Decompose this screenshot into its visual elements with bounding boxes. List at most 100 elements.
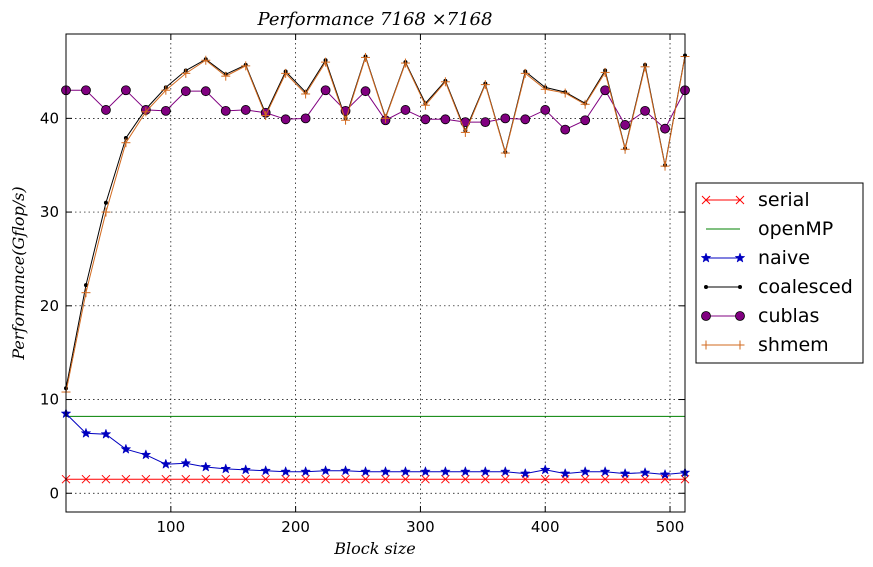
data-point-serial: [301, 474, 310, 484]
data-point-cublas: [400, 105, 411, 115]
data-point-naive: [380, 465, 391, 477]
data-point-cublas: [81, 85, 91, 96]
data-point-cublas: [180, 86, 191, 97]
data-point-shmem: [400, 58, 410, 68]
plot-frame: [65, 33, 686, 513]
data-point-cublas: [101, 105, 111, 115]
legend-swatch-marker: [735, 340, 745, 350]
data-point-shmem: [341, 115, 351, 125]
data-point-serial: [480, 474, 490, 484]
data-point-cublas: [520, 114, 531, 125]
data-point-shmem: [221, 71, 231, 81]
grid-lines: [66, 34, 685, 512]
data-point-shmem: [460, 127, 470, 137]
data-point-shmem: [660, 161, 670, 171]
data-point-naive: [280, 465, 292, 477]
data-point-serial: [101, 474, 111, 484]
data-point-cublas: [300, 113, 311, 124]
data-point-cublas: [580, 115, 591, 126]
legend-swatch-marker: [734, 252, 746, 263]
data-point-shmem: [81, 288, 91, 298]
data-point-naive: [260, 465, 272, 476]
y-axis-label: Performance(Gflop/s): [9, 186, 28, 360]
data-point-naive: [400, 465, 411, 477]
legend-swatch-marker: [701, 340, 711, 350]
data-point-shmem: [361, 52, 371, 62]
data-point-naive: [539, 464, 551, 475]
data-point-naive: [320, 465, 332, 476]
data-point-serial: [261, 474, 271, 484]
data-point-shmem: [181, 68, 191, 78]
data-point-cublas: [240, 105, 251, 115]
y-tick-label: 20: [40, 297, 59, 315]
data-point-coalesced: [83, 283, 88, 288]
data-point-naive: [200, 461, 212, 472]
data-point-serial: [500, 474, 510, 484]
legend-item-coalesced: coalesced: [704, 276, 853, 298]
legend-item-shmem: shmem: [701, 334, 829, 356]
data-point-naive: [619, 467, 631, 479]
data-point-serial: [161, 474, 171, 484]
data-point-cublas: [200, 86, 211, 97]
data-point-cublas: [620, 120, 630, 130]
data-point-naive: [499, 465, 511, 477]
data-point-serial: [401, 474, 410, 484]
data-point-shmem: [161, 85, 171, 95]
data-point-serial: [660, 474, 670, 484]
data-point-shmem: [380, 113, 390, 123]
data-point-naive: [360, 465, 371, 477]
y-tick-label: 0: [49, 484, 59, 502]
data-point-coalesced: [123, 136, 128, 141]
data-point-shmem: [640, 62, 650, 72]
data-point-shmem: [620, 144, 630, 154]
data-point-shmem: [440, 77, 450, 87]
data-point-shmem: [241, 61, 251, 71]
data-point-cublas: [440, 114, 451, 125]
data-point-naive: [659, 468, 671, 480]
data-point-cublas: [600, 85, 611, 96]
data-point-naive: [220, 463, 232, 474]
legend-swatch-marker: [735, 195, 745, 205]
data-point-shmem: [600, 67, 610, 77]
data-point-serial: [81, 474, 91, 484]
data-point-shmem: [201, 55, 211, 65]
data-point-serial: [241, 474, 251, 484]
data-point-cublas: [660, 123, 670, 134]
data-point-shmem: [540, 84, 550, 94]
data-point-serial: [381, 474, 390, 484]
data-point-naive: [100, 428, 112, 439]
data-point-naive: [80, 427, 92, 438]
legend-label: serial: [758, 189, 810, 211]
x-tick-label: 500: [656, 518, 685, 536]
legend: serial openMP naive coalesced cublas shmem: [695, 182, 864, 364]
series-line-cublas: [66, 89, 686, 131]
series-layer: [60, 51, 691, 484]
data-point-shmem: [580, 99, 590, 109]
axis-ticks: 100 200 300 400 500 0 10 20 30 40: [40, 34, 685, 536]
legend-swatch-marker: [700, 252, 712, 263]
data-point-cublas: [420, 114, 431, 125]
data-point-cublas: [320, 85, 331, 96]
data-point-serial: [141, 474, 151, 484]
y-tick-label: 30: [40, 203, 59, 221]
legend-swatch-marker: [701, 311, 711, 321]
data-point-cublas: [540, 105, 551, 115]
data-point-naive: [519, 467, 531, 479]
data-point-cublas: [500, 113, 511, 124]
data-point-naive: [160, 458, 172, 469]
data-point-cublas: [560, 124, 571, 135]
data-point-serial: [361, 474, 370, 484]
data-point-shmem: [121, 138, 131, 148]
data-point-naive: [479, 465, 491, 477]
x-tick-label: 200: [281, 518, 310, 536]
data-point-serial: [321, 474, 330, 484]
data-point-cublas: [640, 105, 650, 116]
data-point-naive: [459, 465, 471, 477]
data-point-shmem: [261, 111, 271, 121]
data-point-serial: [201, 474, 211, 484]
data-point-naive: [300, 465, 312, 477]
series-coalesced: [64, 53, 687, 391]
data-point-shmem: [500, 148, 510, 158]
legend-box: [695, 182, 864, 364]
